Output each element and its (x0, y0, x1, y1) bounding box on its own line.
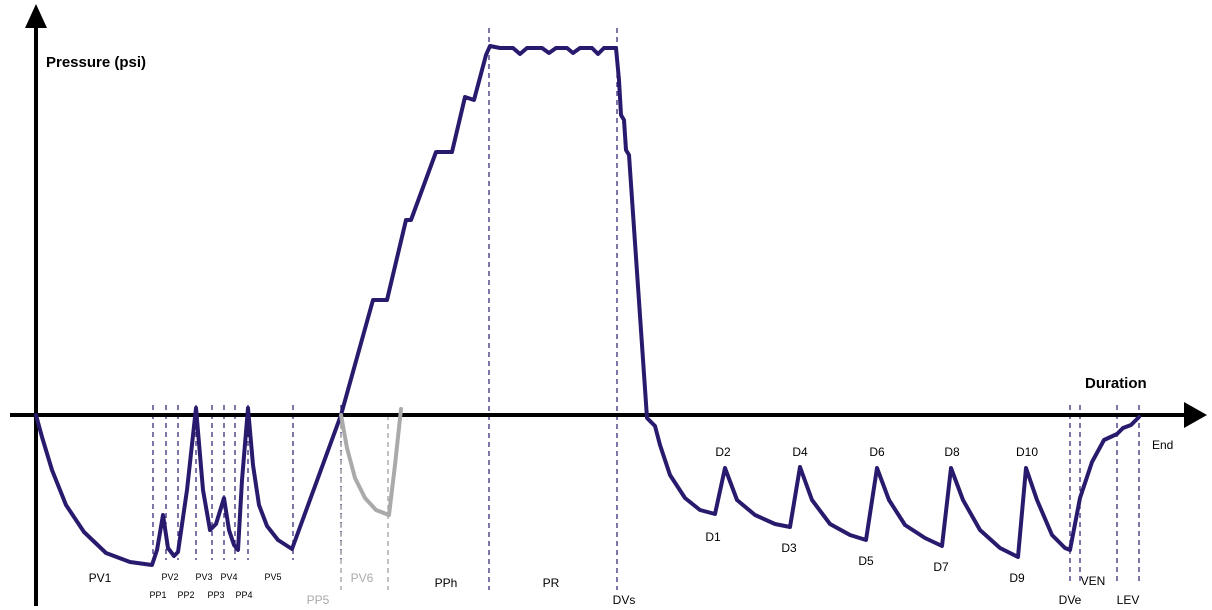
point-label-d5: D5 (858, 554, 874, 568)
point-label-d4: D4 (792, 445, 808, 459)
point-label-d3: D3 (781, 541, 797, 555)
point-label-d2: D2 (715, 445, 731, 459)
phase-label-pph: PPh (435, 576, 458, 590)
x-axis-label: Duration (1085, 375, 1147, 392)
phase-label-pr: PR (543, 576, 560, 590)
x-axis-arrow (1184, 402, 1207, 428)
phase-label-pv5: PV5 (264, 572, 281, 582)
phase-label-pv3: PV3 (195, 572, 212, 582)
point-label-d7: D7 (933, 560, 949, 574)
phase-label-pp4: PP4 (235, 590, 252, 600)
phase-label-dvs: DVs (613, 593, 636, 607)
phase-label-pp1: PP1 (149, 590, 166, 600)
alternate-pressure-line (339, 407, 403, 517)
point-label-d10: D10 (1016, 445, 1038, 459)
sub-phase-labels: PV2 PV3 PV4 PV5 PP1 PP2 PP3 PP4 (149, 572, 281, 600)
phase-label-pp2: PP2 (177, 590, 194, 600)
y-axis-arrow (25, 4, 47, 28)
phase-label-pv2: PV2 (161, 572, 178, 582)
phase-label-lev: LEV (1117, 593, 1140, 607)
end-label: End (1152, 438, 1173, 452)
phase-dividers (152, 28, 1140, 590)
phase-label-pv4: PV4 (220, 572, 237, 582)
phase-label-dve: DVe (1059, 593, 1082, 607)
point-label-d8: D8 (944, 445, 960, 459)
phase-labels: PV1 PV6 PPh PR DVs PP5 DVe VEN LEV (89, 571, 1140, 607)
point-label-d1: D1 (705, 530, 721, 544)
phase-label-pv1: PV1 (89, 571, 112, 585)
phase-label-ven: VEN (1081, 574, 1106, 588)
dwell-labels: D1 D2 D3 D4 D5 D6 D7 D8 D9 D10 (705, 445, 1038, 585)
y-axis-label: Pressure (psi) (46, 54, 146, 71)
point-label-d6: D6 (869, 445, 885, 459)
pressure-curves (34, 44, 1141, 567)
phase-label-pp5: PP5 (307, 593, 330, 607)
phase-label-pv6: PV6 (351, 571, 374, 585)
phase-label-pp3: PP3 (207, 590, 224, 600)
point-label-d9: D9 (1009, 571, 1025, 585)
pressure-line (34, 44, 1141, 567)
axes (10, 4, 1207, 606)
